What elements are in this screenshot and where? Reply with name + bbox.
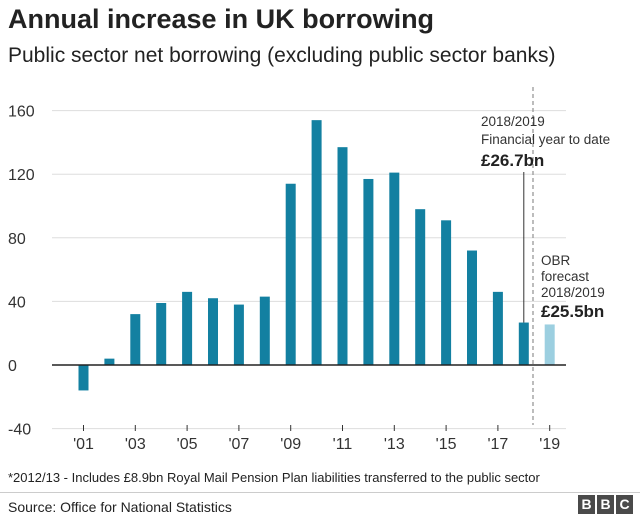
x-tick-label: '01 [73, 436, 94, 453]
x-tick-label: '19 [539, 436, 560, 453]
y-tick-label: 120 [8, 167, 35, 184]
y-tick-label: 40 [8, 294, 26, 311]
bar [389, 172, 400, 365]
x-tick-label: '09 [280, 436, 301, 453]
x-tick-label: '07 [228, 436, 249, 453]
x-tick-label: '05 [177, 436, 198, 453]
bar [130, 314, 141, 365]
bar [208, 298, 218, 365]
x-tick-label: '15 [436, 436, 457, 453]
bbc-logo-letter: C [616, 495, 633, 514]
forecast-label: forecast [541, 269, 589, 284]
bar-chart: -40 0 40 80 120 160 '01 '03 '05 '07 '09 '11 '13 '15 '1… [8, 87, 610, 453]
bar [182, 291, 193, 365]
bbc-logo-letter: B [597, 495, 614, 514]
chart-subtitle: Public sector net borrowing (excluding p… [8, 44, 556, 67]
footer-divider [0, 492, 640, 493]
forecast-label: 2018/2019 [541, 285, 605, 300]
x-tick-label: '03 [125, 436, 146, 453]
bar [467, 250, 477, 365]
bar [78, 365, 89, 391]
y-tick-label: -40 [8, 422, 31, 439]
bbc-logo-letter: B [578, 495, 595, 514]
bar [441, 220, 452, 365]
annotation-label: 2018/2019 [481, 114, 545, 129]
bar [415, 209, 426, 365]
bbc-logo: B B C [578, 495, 633, 514]
x-tick-label: '11 [333, 436, 353, 453]
forecast-label: OBR [541, 253, 571, 268]
source-text: Source: Office for National Statistics [8, 499, 232, 515]
bar [492, 291, 503, 365]
bar [311, 120, 322, 365]
x-tick-label: '13 [384, 436, 405, 453]
bar [156, 302, 167, 365]
y-tick-label: 80 [8, 231, 26, 248]
footnote: *2012/13 - Includes £8.9bn Royal Mail Pe… [8, 470, 540, 485]
bar [363, 178, 374, 365]
annotation-value: £26.7bn [481, 151, 544, 170]
x-tick-label: '17 [487, 436, 508, 453]
y-tick-label: 160 [8, 104, 35, 121]
forecast-value: £25.5bn [541, 302, 604, 321]
bar [518, 322, 529, 365]
chart-title: Annual increase in UK borrowing [8, 4, 435, 34]
y-tick-label: 0 [8, 358, 17, 375]
annotation-label: Financial year to date [481, 132, 610, 147]
bar [285, 183, 296, 365]
bar [259, 296, 270, 365]
bar [233, 304, 244, 365]
bar [337, 147, 348, 365]
forecast-bar [544, 324, 555, 365]
bar [104, 358, 115, 365]
